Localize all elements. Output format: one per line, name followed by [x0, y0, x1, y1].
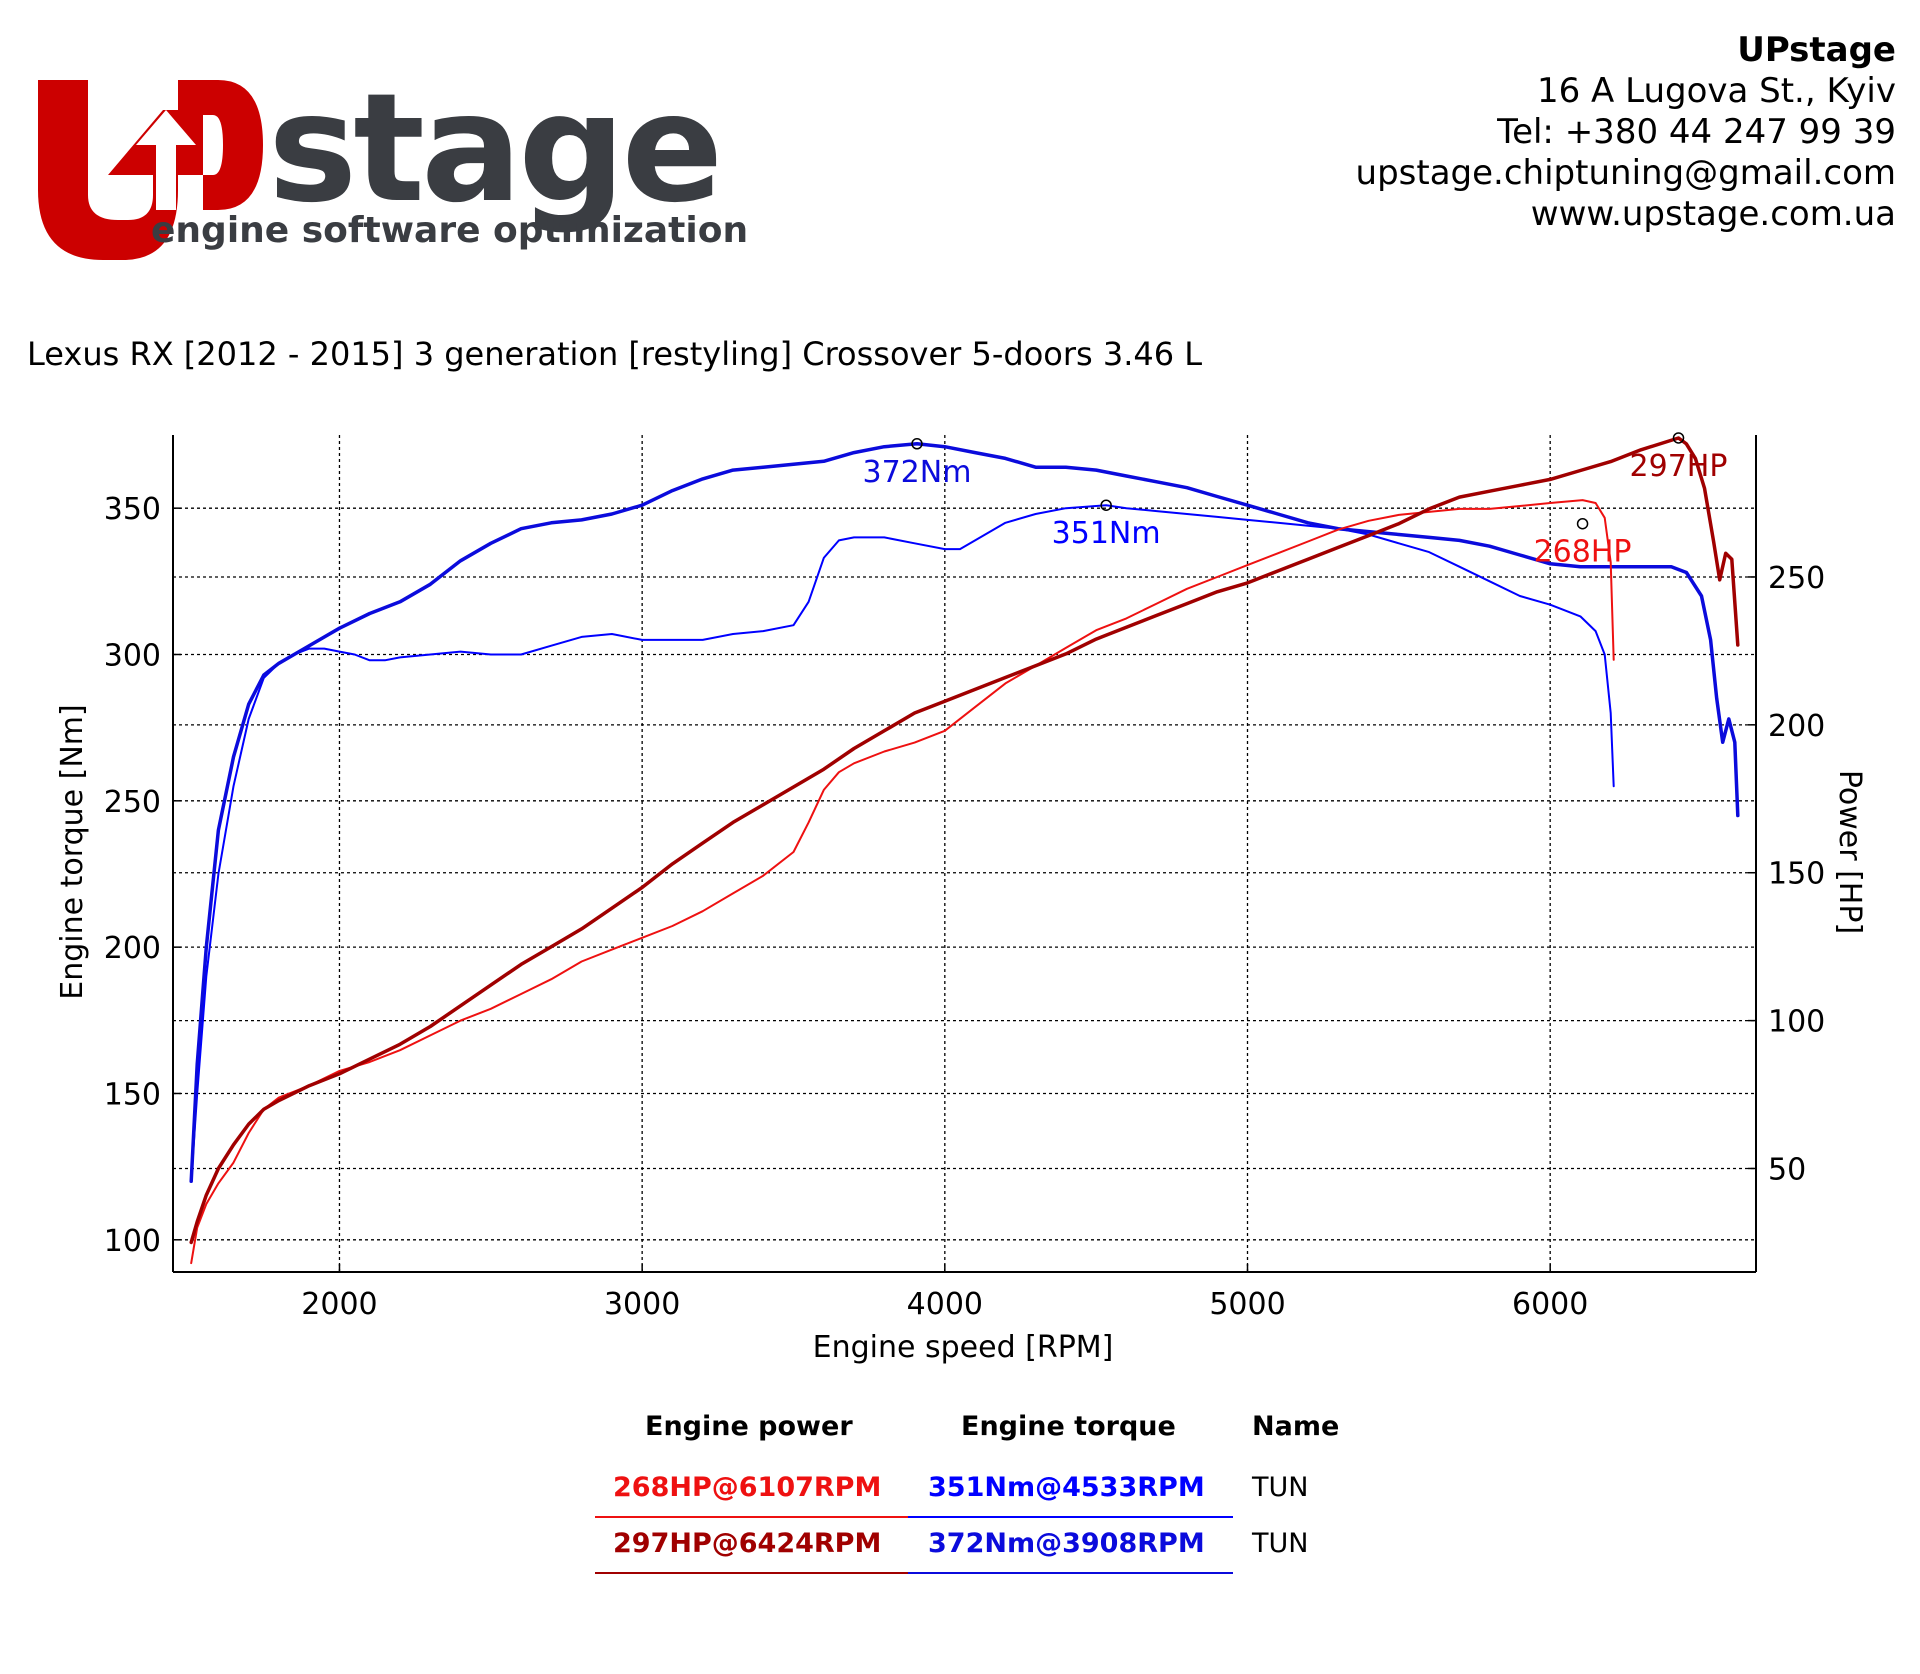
company-name: UPstage: [1737, 30, 1896, 70]
power-tuned-peak-label: 297HP: [1630, 449, 1728, 484]
logo-u-mark: [38, 80, 263, 260]
company-website[interactable]: www.upstage.com.ua: [1530, 194, 1896, 234]
company-address: 16 A Lugova St., Kyiv: [1536, 71, 1896, 111]
x-tick-label: 5000: [1209, 1287, 1285, 1322]
power-tuned-peak-marker: [1672, 432, 1685, 444]
logo-wordmark: stage: [268, 70, 719, 236]
y-tick-label: 200: [104, 931, 161, 966]
company-email[interactable]: upstage.chiptuning@gmail.com: [1355, 153, 1896, 193]
torque-stock-peak-marker: [1100, 499, 1112, 511]
torque-tuned-peak-marker: [911, 438, 923, 450]
y-axis-label: Engine torque [Nm]: [55, 704, 90, 999]
y-tick-label: 100: [104, 1224, 161, 1259]
x-axis-label: Engine speed [RPM]: [813, 1330, 1114, 1365]
torque-tuned-peak-label: 372Nm: [863, 455, 972, 490]
y2-tick-label: 100: [1768, 1005, 1825, 1040]
company-phone: Tel: +380 44 247 99 39: [1497, 112, 1896, 152]
peak-markers: 351Nm 372Nm 268HP 297HP: [863, 432, 1728, 570]
chart-grid: [173, 435, 1756, 1272]
y-tick-label: 300: [104, 638, 161, 673]
y2-tick-label: 200: [1768, 709, 1825, 744]
power-stock-peak-label: 268HP: [1534, 535, 1632, 570]
y-tick-label: 350: [104, 492, 161, 527]
y2-tick-label: 250: [1768, 561, 1825, 596]
torque-stock-line: [190, 504, 1615, 1183]
x-tick-label: 6000: [1512, 1287, 1588, 1322]
logo-tagline: engine software optimization: [151, 210, 748, 251]
company-info: UPstage 16 A Lugova St., Kyiv Tel: +380 …: [1356, 30, 1896, 235]
torque-tuned-line: [189, 442, 1740, 1184]
torque-stock-peak-label: 351Nm: [1052, 516, 1161, 551]
x-tick-label: 3000: [604, 1287, 680, 1322]
chart-series: [189, 436, 1740, 1265]
car-title: Lexus RX [2012 - 2015] 3 generation [res…: [27, 335, 1203, 373]
upstage-logo: stage engine software optimization: [38, 70, 748, 260]
power-stock-peak-marker: [1576, 517, 1589, 530]
x-tick-label: 2000: [301, 1287, 377, 1322]
power-tuned-line: [189, 436, 1740, 1245]
y-tick-label: 150: [104, 1077, 161, 1112]
plot-frame: [172, 435, 1757, 1273]
y-tick-label: 250: [104, 785, 161, 820]
y2-tick-label: 50: [1768, 1152, 1806, 1187]
y2-tick-label: 150: [1768, 857, 1825, 892]
y2-axis-label: Power [HP]: [1832, 770, 1867, 934]
x-tick-label: 4000: [907, 1287, 983, 1322]
power-stock-line: [190, 499, 1615, 1265]
axis-ticks: 2000 3000 4000 5000 6000 100 150 200 250 300 350 50…: [104, 492, 1826, 1322]
